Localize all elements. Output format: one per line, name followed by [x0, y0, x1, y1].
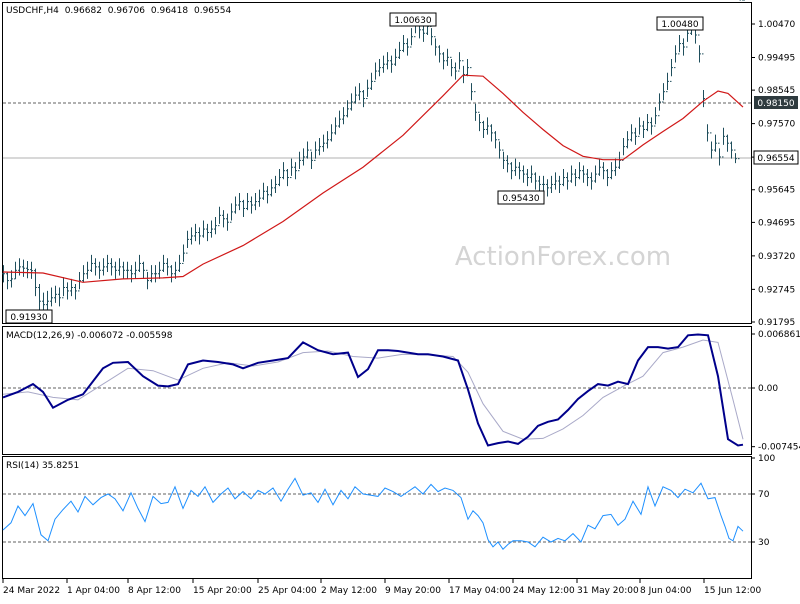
price-tick-label: 1.00470	[758, 20, 795, 30]
watermark: ActionForex.com	[455, 242, 671, 272]
time-tick-label: 9 May 20:00	[385, 586, 441, 596]
time-tick-label: 15 Apr 20:00	[193, 586, 252, 596]
price-tick-label: 0.98545	[758, 86, 795, 96]
callout-low-1: 0.95430	[497, 190, 545, 205]
price-tag: 0.96554	[753, 150, 799, 165]
macd-title: MACD(12,26,9) -0.006072 -0.005598	[6, 331, 173, 341]
callout-high-2-label: 1.00480	[661, 20, 698, 30]
moving-average-line	[2, 74, 744, 283]
price-tick-label: 0.99495	[758, 53, 795, 63]
price-tick-label: 0.91795	[758, 318, 795, 328]
callout-high-2: 1.00480	[656, 16, 704, 31]
price-tick-label: 0.93720	[758, 252, 795, 262]
rsi-pane-frame	[2, 456, 752, 579]
price-pane-title: USDCHF,H4 0.96682 0.96706 0.96418 0.9655…	[6, 6, 231, 16]
rsi-axis: 100 70 30	[751, 454, 775, 548]
rsi-tick-label: 70	[758, 490, 770, 500]
macd-main-line	[2, 333, 744, 447]
callout-low-2-label: 0.91930	[10, 313, 47, 323]
price-bars	[2, 0, 745, 318]
ohlc-low: 0.96418	[151, 6, 188, 16]
callout-high-1-label: 1.00630	[394, 16, 431, 26]
macd-tick-label: -0.007454	[758, 443, 800, 453]
callout-low-1-label: 0.95430	[502, 194, 539, 204]
rsi-line	[2, 477, 744, 550]
time-tick-label: 8 Apr 12:00	[128, 586, 181, 596]
time-tick-label: 24 May 12:00	[513, 586, 575, 596]
callout-high-1: 1.00630	[389, 12, 437, 27]
macd-tick-label: 0.00	[758, 384, 778, 394]
time-axis: 24 Mar 2022 1 Apr 04:00 8 Apr 12:00 15 Apr …	[2, 579, 761, 596]
price-pane-frame	[2, 2, 752, 324]
time-tick-label: 24 Mar 2022	[3, 586, 60, 596]
level-tag-label: 0.98150	[757, 99, 794, 109]
callout-low-2: 0.91930	[5, 309, 53, 324]
price-tick-label: 0.92745	[758, 285, 795, 295]
ohlc-open: 0.96682	[65, 6, 102, 16]
price-tick-label: 0.97570	[758, 120, 795, 130]
macd-axis: 0.006861 0.00 -0.007454	[751, 330, 800, 453]
rsi-tick-label: 100	[758, 454, 775, 464]
macd-tick-label: 0.006861	[758, 330, 800, 340]
rsi-tick-label: 30	[758, 538, 770, 548]
rsi-title: RSI(14) 35.8251	[6, 461, 79, 471]
time-tick-label: 17 May 04:00	[449, 586, 511, 596]
time-tick-label: 31 May 20:00	[577, 586, 639, 596]
price-tick-label: 0.95645	[758, 186, 795, 196]
time-tick-label: 1 Apr 04:00	[67, 586, 120, 596]
ohlc-high: 0.96706	[108, 6, 145, 16]
macd-pane-frame	[2, 326, 752, 455]
price-tag-label: 0.96554	[757, 154, 794, 164]
time-tick-label: 25 Apr 04:00	[258, 586, 317, 596]
level-tag: 0.98150	[754, 96, 798, 109]
symbol-title: USDCHF,H4	[6, 6, 59, 16]
time-tick-label: 15 Jun 12:00	[704, 586, 761, 596]
ohlc-close: 0.96554	[194, 6, 231, 16]
time-tick-label: 2 May 12:00	[321, 586, 377, 596]
price-tick-label: 0.94695	[758, 218, 795, 228]
time-tick-label: 8 Jun 04:00	[640, 586, 692, 596]
